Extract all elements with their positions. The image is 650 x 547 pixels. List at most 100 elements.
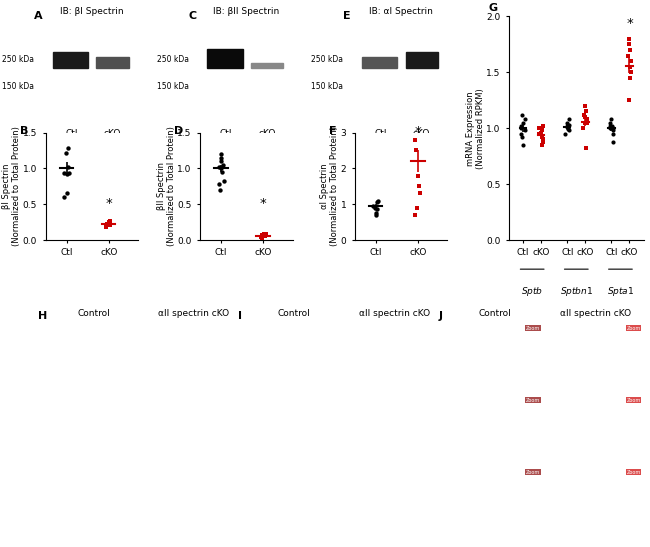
Point	[61, 148, 72, 157]
Bar	[362, 57, 397, 68]
Point	[411, 146, 422, 155]
Bar	[96, 57, 129, 68]
Text: Zoom: Zoom	[526, 326, 540, 331]
Point	[61, 170, 72, 178]
Point	[607, 121, 618, 130]
Text: H: H	[38, 311, 47, 321]
Point	[370, 209, 381, 218]
Text: αI Spectrin/DAPI: αI Spectrin/DAPI	[248, 385, 288, 389]
Point	[517, 133, 527, 142]
Title: IB: βII Spectrin: IB: βII Spectrin	[213, 7, 280, 16]
Text: I: I	[239, 311, 242, 321]
Point	[580, 118, 590, 127]
Text: Merge: Merge	[348, 528, 364, 533]
Point	[580, 102, 590, 110]
Point	[413, 182, 424, 191]
Text: $\it{Sptb}$: $\it{Sptb}$	[521, 285, 543, 298]
Point	[216, 150, 226, 159]
Text: DAPI/α-actinin: DAPI/α-actinin	[47, 456, 82, 461]
Point	[538, 135, 548, 144]
Point	[103, 219, 113, 228]
Title: IB: βI Spectrin: IB: βI Spectrin	[60, 7, 124, 16]
Text: B: B	[20, 126, 28, 136]
Text: Control: Control	[278, 309, 311, 317]
Point	[623, 34, 634, 43]
Point	[63, 162, 73, 171]
Text: Ctl: Ctl	[220, 129, 232, 138]
Text: Control: Control	[478, 309, 512, 317]
Point	[623, 51, 634, 60]
Point	[562, 125, 573, 133]
Point	[564, 126, 574, 135]
Point	[216, 153, 226, 162]
Text: Zoom: Zoom	[526, 470, 540, 475]
Point	[536, 129, 547, 137]
Point	[580, 113, 590, 121]
Text: Plakoglobin/DAPI: Plakoglobin/DAPI	[348, 456, 389, 461]
Point	[102, 220, 112, 229]
Point	[414, 189, 424, 198]
Point	[260, 231, 270, 240]
Point	[59, 169, 70, 178]
Point	[373, 196, 384, 205]
Text: Zoom: Zoom	[627, 326, 641, 331]
Text: αI Spectrin/DAPI: αI Spectrin/DAPI	[549, 385, 589, 389]
Text: A: A	[34, 11, 43, 21]
Point	[624, 96, 634, 104]
Point	[372, 204, 382, 213]
Point	[605, 118, 616, 127]
Point	[537, 133, 547, 142]
Text: Merge: Merge	[448, 528, 464, 533]
Point	[372, 198, 382, 207]
Point	[516, 124, 526, 132]
Point	[562, 121, 572, 130]
Text: αI Spectrin/DAPI: αI Spectrin/DAPI	[348, 385, 388, 389]
Point	[255, 233, 266, 242]
Point	[582, 118, 592, 127]
Point	[520, 126, 530, 135]
Point	[538, 121, 549, 130]
Text: αII spectrin cKO: αII spectrin cKO	[359, 309, 430, 317]
Point	[216, 164, 227, 173]
Point	[625, 45, 635, 54]
Point	[105, 217, 115, 225]
Point	[581, 115, 592, 124]
Text: βII Spectrin/DAPI: βII Spectrin/DAPI	[148, 385, 189, 389]
Point	[516, 130, 526, 138]
Point	[412, 203, 423, 212]
Point	[519, 115, 530, 124]
Text: Merge: Merge	[248, 528, 263, 533]
Text: 250 kDa: 250 kDa	[311, 55, 343, 64]
Text: 150 kDa: 150 kDa	[311, 82, 343, 91]
Point	[625, 73, 635, 82]
Text: cKO: cKO	[258, 129, 276, 138]
Point	[604, 124, 615, 132]
Text: Merge: Merge	[148, 528, 163, 533]
Point	[218, 160, 228, 169]
Point	[560, 130, 570, 138]
Point	[213, 180, 224, 189]
Point	[217, 167, 228, 176]
Point	[214, 185, 225, 194]
Point	[216, 157, 226, 166]
Text: Control: Control	[77, 309, 110, 317]
Point	[257, 231, 267, 240]
Text: J: J	[439, 311, 443, 321]
Text: βII Spectrin/DAPI: βII Spectrin/DAPI	[47, 385, 88, 389]
Text: 150 kDa: 150 kDa	[157, 82, 189, 91]
Point	[517, 110, 527, 119]
Point	[518, 118, 528, 127]
Point	[534, 124, 544, 132]
Point	[562, 118, 572, 127]
Text: *: *	[260, 197, 266, 210]
Text: Zoom: Zoom	[627, 470, 641, 475]
Point	[581, 144, 592, 153]
Point	[370, 203, 380, 212]
Point	[536, 141, 547, 149]
Text: *: *	[105, 197, 112, 210]
Text: αI Spectrin/DAPI: αI Spectrin/DAPI	[448, 385, 488, 389]
Point	[218, 177, 229, 185]
Text: cKO: cKO	[103, 129, 121, 138]
Point	[605, 121, 616, 130]
Point	[410, 135, 421, 144]
